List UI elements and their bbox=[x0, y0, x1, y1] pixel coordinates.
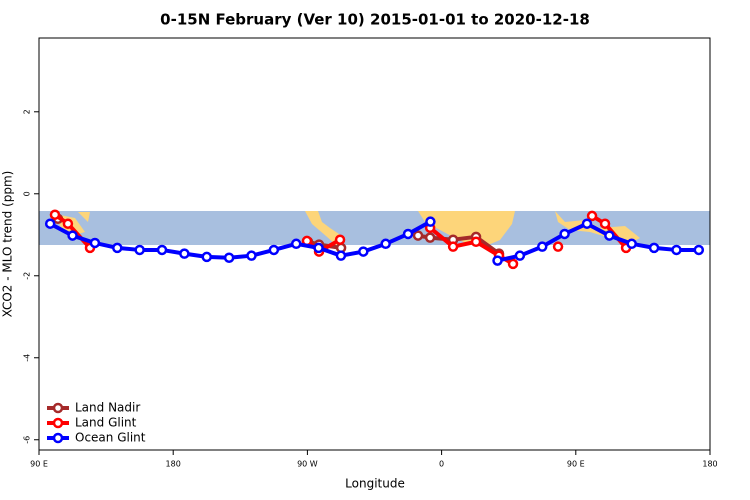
point bbox=[552, 241, 564, 252]
legend-marker bbox=[52, 417, 64, 429]
y-tick-label: 2 bbox=[23, 109, 32, 114]
point bbox=[156, 244, 168, 256]
x-tick-label: 180 bbox=[702, 460, 717, 469]
point bbox=[49, 209, 61, 220]
y-tick-label: -4 bbox=[23, 354, 32, 362]
point bbox=[470, 236, 482, 247]
point bbox=[693, 244, 705, 256]
point bbox=[268, 244, 280, 256]
point bbox=[599, 218, 611, 229]
point bbox=[134, 244, 145, 256]
point bbox=[67, 230, 78, 241]
point bbox=[537, 241, 548, 252]
legend-marker bbox=[52, 432, 64, 444]
point bbox=[313, 242, 324, 254]
point bbox=[648, 242, 660, 254]
point bbox=[581, 218, 593, 229]
point bbox=[201, 251, 212, 263]
x-tick-label: 90 E bbox=[30, 460, 48, 469]
point bbox=[492, 255, 503, 266]
point bbox=[358, 246, 369, 257]
point bbox=[626, 238, 637, 250]
point bbox=[246, 250, 257, 261]
y-tick-label: 0 bbox=[23, 191, 32, 196]
legend-marker bbox=[52, 402, 64, 414]
point bbox=[290, 238, 302, 250]
plot-frame bbox=[38, 37, 711, 451]
point bbox=[223, 252, 235, 263]
point bbox=[402, 228, 414, 240]
x-tick-label: 90 E bbox=[567, 460, 585, 469]
point bbox=[671, 244, 682, 256]
chart-title: 0-15N February (Ver 10) 2015-01-01 to 20… bbox=[160, 11, 590, 29]
point bbox=[447, 241, 459, 252]
x-tick-label: 0 bbox=[439, 460, 444, 469]
y-tick-label: -6 bbox=[23, 436, 32, 444]
point bbox=[604, 230, 615, 241]
point bbox=[412, 230, 424, 241]
point bbox=[179, 248, 190, 259]
point bbox=[89, 237, 101, 249]
y-tick-label: -2 bbox=[23, 272, 32, 280]
point bbox=[334, 234, 346, 245]
point bbox=[425, 216, 436, 227]
x-axis-label: Longitude bbox=[345, 477, 405, 491]
point bbox=[112, 242, 123, 254]
point bbox=[424, 232, 436, 243]
point bbox=[62, 218, 74, 229]
y-axis-label: XCO2 - MLO trend (ppm) bbox=[1, 171, 15, 318]
point bbox=[586, 210, 598, 222]
legend-label: Land Glint bbox=[75, 416, 137, 430]
point bbox=[507, 258, 519, 270]
point bbox=[44, 218, 56, 229]
legend-label: Land Nadir bbox=[75, 401, 140, 415]
x-tick-label: 180 bbox=[166, 460, 181, 469]
point bbox=[514, 250, 526, 261]
point bbox=[380, 238, 391, 250]
legend-label: Ocean Glint bbox=[75, 431, 146, 445]
point bbox=[335, 250, 347, 261]
point bbox=[559, 228, 570, 240]
x-tick-label: 90 W bbox=[297, 460, 318, 469]
